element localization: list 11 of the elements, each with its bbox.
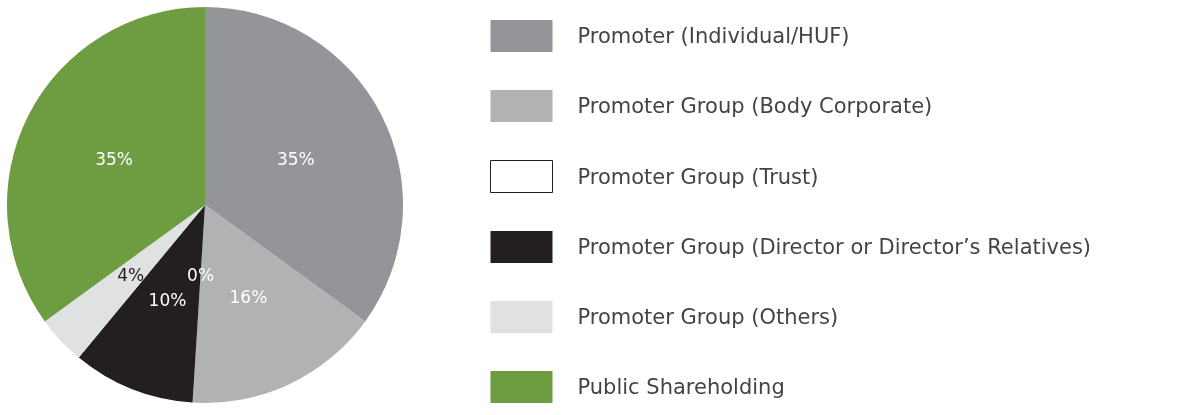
data-label: 4% xyxy=(117,264,145,285)
legend-label: Promoter Group (Director or Director’s Relatives) xyxy=(577,235,1092,259)
legend-label: Promoter Group (Trust) xyxy=(577,164,819,189)
legend-label: Promoter Group (Others) xyxy=(577,305,839,329)
data-label: 35% xyxy=(276,148,315,169)
legend-label: Public Shareholding xyxy=(577,375,785,399)
data-label: 16% xyxy=(229,287,268,308)
data-label: 10% xyxy=(148,289,187,310)
data-label: 35% xyxy=(95,148,134,169)
legend-label: Promoter (Individual/HUF) xyxy=(577,24,850,48)
legend-label: Promoter Group (Body Corporate) xyxy=(577,94,933,118)
